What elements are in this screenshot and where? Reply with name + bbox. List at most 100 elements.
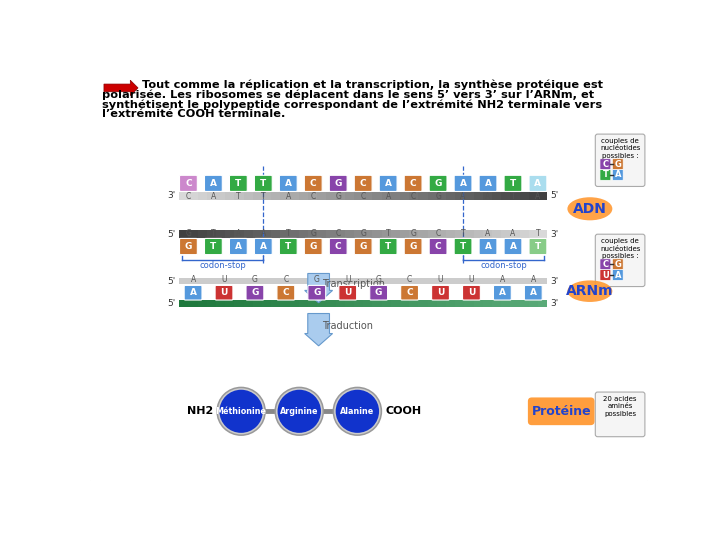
Text: G: G <box>186 229 192 238</box>
Text: A: A <box>261 229 266 238</box>
Bar <box>363 300 372 307</box>
Bar <box>520 300 529 307</box>
Bar <box>391 192 400 200</box>
Circle shape <box>274 387 324 436</box>
Circle shape <box>220 390 263 433</box>
Text: G: G <box>614 160 621 168</box>
Bar <box>455 231 464 238</box>
Text: Alanine: Alanine <box>341 407 374 416</box>
Text: l’extrémité COOH terminale.: l’extrémité COOH terminale. <box>102 110 285 119</box>
FancyBboxPatch shape <box>612 259 624 269</box>
Bar <box>326 300 336 307</box>
FancyBboxPatch shape <box>204 176 222 192</box>
Bar <box>189 192 197 200</box>
Bar <box>234 192 243 200</box>
Bar <box>179 231 189 238</box>
Text: 3': 3' <box>550 276 559 286</box>
Bar <box>382 192 391 200</box>
Bar <box>400 231 409 238</box>
Bar <box>372 192 382 200</box>
Text: C: C <box>407 275 413 284</box>
Bar <box>538 300 547 307</box>
Text: C: C <box>282 288 289 297</box>
Bar <box>529 192 538 200</box>
FancyBboxPatch shape <box>305 239 322 254</box>
Text: A: A <box>531 275 536 284</box>
Bar <box>391 231 400 238</box>
Text: C: C <box>410 192 415 201</box>
Text: Méthionine: Méthionine <box>215 407 266 416</box>
Text: G: G <box>434 179 442 188</box>
Bar <box>179 300 189 307</box>
Bar <box>455 192 464 200</box>
Text: T: T <box>260 179 266 188</box>
Text: T: T <box>510 179 516 188</box>
Text: G: G <box>336 192 341 201</box>
Bar <box>372 300 382 307</box>
Bar <box>354 300 363 307</box>
Bar <box>207 192 216 200</box>
Text: T: T <box>210 242 217 251</box>
Bar <box>318 231 326 238</box>
Text: A: A <box>485 192 490 201</box>
FancyBboxPatch shape <box>479 239 497 254</box>
Bar <box>289 192 299 200</box>
Text: Protéine: Protéine <box>531 405 591 418</box>
Bar <box>262 231 271 238</box>
Bar <box>253 300 262 307</box>
Bar <box>308 300 318 307</box>
Bar <box>464 231 474 238</box>
Bar <box>529 300 538 307</box>
Bar <box>271 231 280 238</box>
Bar <box>216 300 225 307</box>
Bar <box>280 300 289 307</box>
Bar <box>207 231 216 238</box>
Bar <box>492 300 501 307</box>
FancyBboxPatch shape <box>215 286 233 300</box>
FancyBboxPatch shape <box>88 63 650 483</box>
Text: U: U <box>437 288 444 297</box>
Circle shape <box>218 388 264 434</box>
Text: T: T <box>603 171 608 179</box>
Bar <box>538 231 547 238</box>
Bar <box>354 192 363 200</box>
Polygon shape <box>305 314 333 346</box>
Text: G: G <box>252 275 258 284</box>
Text: U: U <box>221 275 227 284</box>
Bar <box>428 231 437 238</box>
Bar <box>510 192 520 200</box>
Bar <box>299 300 308 307</box>
Text: U: U <box>469 275 474 284</box>
Text: 3': 3' <box>168 191 176 200</box>
FancyBboxPatch shape <box>204 239 222 254</box>
Text: A: A <box>615 271 621 280</box>
FancyBboxPatch shape <box>230 176 247 192</box>
Text: G: G <box>435 192 441 201</box>
Bar <box>189 231 197 238</box>
Text: C: C <box>436 229 441 238</box>
Bar <box>492 231 501 238</box>
Bar <box>243 231 253 238</box>
Bar <box>501 300 510 307</box>
Bar <box>474 192 483 200</box>
Text: 3': 3' <box>550 230 559 239</box>
FancyBboxPatch shape <box>529 239 547 254</box>
FancyBboxPatch shape <box>305 176 322 192</box>
Bar <box>464 300 474 307</box>
Bar <box>253 192 262 200</box>
Text: A: A <box>485 229 490 238</box>
FancyBboxPatch shape <box>493 286 511 300</box>
FancyBboxPatch shape <box>379 239 397 254</box>
FancyBboxPatch shape <box>246 286 264 300</box>
Bar <box>179 192 189 200</box>
FancyBboxPatch shape <box>524 286 542 300</box>
FancyBboxPatch shape <box>400 286 418 300</box>
Bar <box>483 300 492 307</box>
Text: 3': 3' <box>550 299 559 308</box>
Text: G: G <box>359 242 367 251</box>
Bar <box>437 192 446 200</box>
FancyBboxPatch shape <box>454 176 472 192</box>
Bar <box>197 192 207 200</box>
FancyBboxPatch shape <box>277 286 294 300</box>
Bar <box>197 231 207 238</box>
